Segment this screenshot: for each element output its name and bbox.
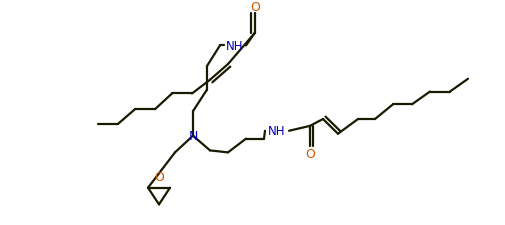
Text: N: N	[188, 130, 197, 143]
Text: O: O	[154, 171, 164, 184]
Text: NH: NH	[226, 40, 243, 53]
Text: O: O	[305, 147, 314, 160]
Text: O: O	[249, 1, 260, 14]
Text: NH: NH	[268, 125, 285, 138]
